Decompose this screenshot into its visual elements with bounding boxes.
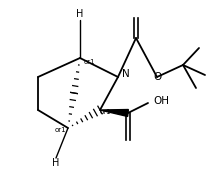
- Polygon shape: [100, 109, 128, 116]
- Text: OH: OH: [153, 96, 169, 106]
- Text: H: H: [52, 158, 60, 168]
- Text: or1: or1: [55, 127, 67, 133]
- Text: N: N: [122, 69, 130, 79]
- Text: O: O: [153, 72, 161, 82]
- Text: H: H: [76, 9, 84, 19]
- Text: or1: or1: [100, 109, 112, 115]
- Text: or1: or1: [84, 59, 96, 65]
